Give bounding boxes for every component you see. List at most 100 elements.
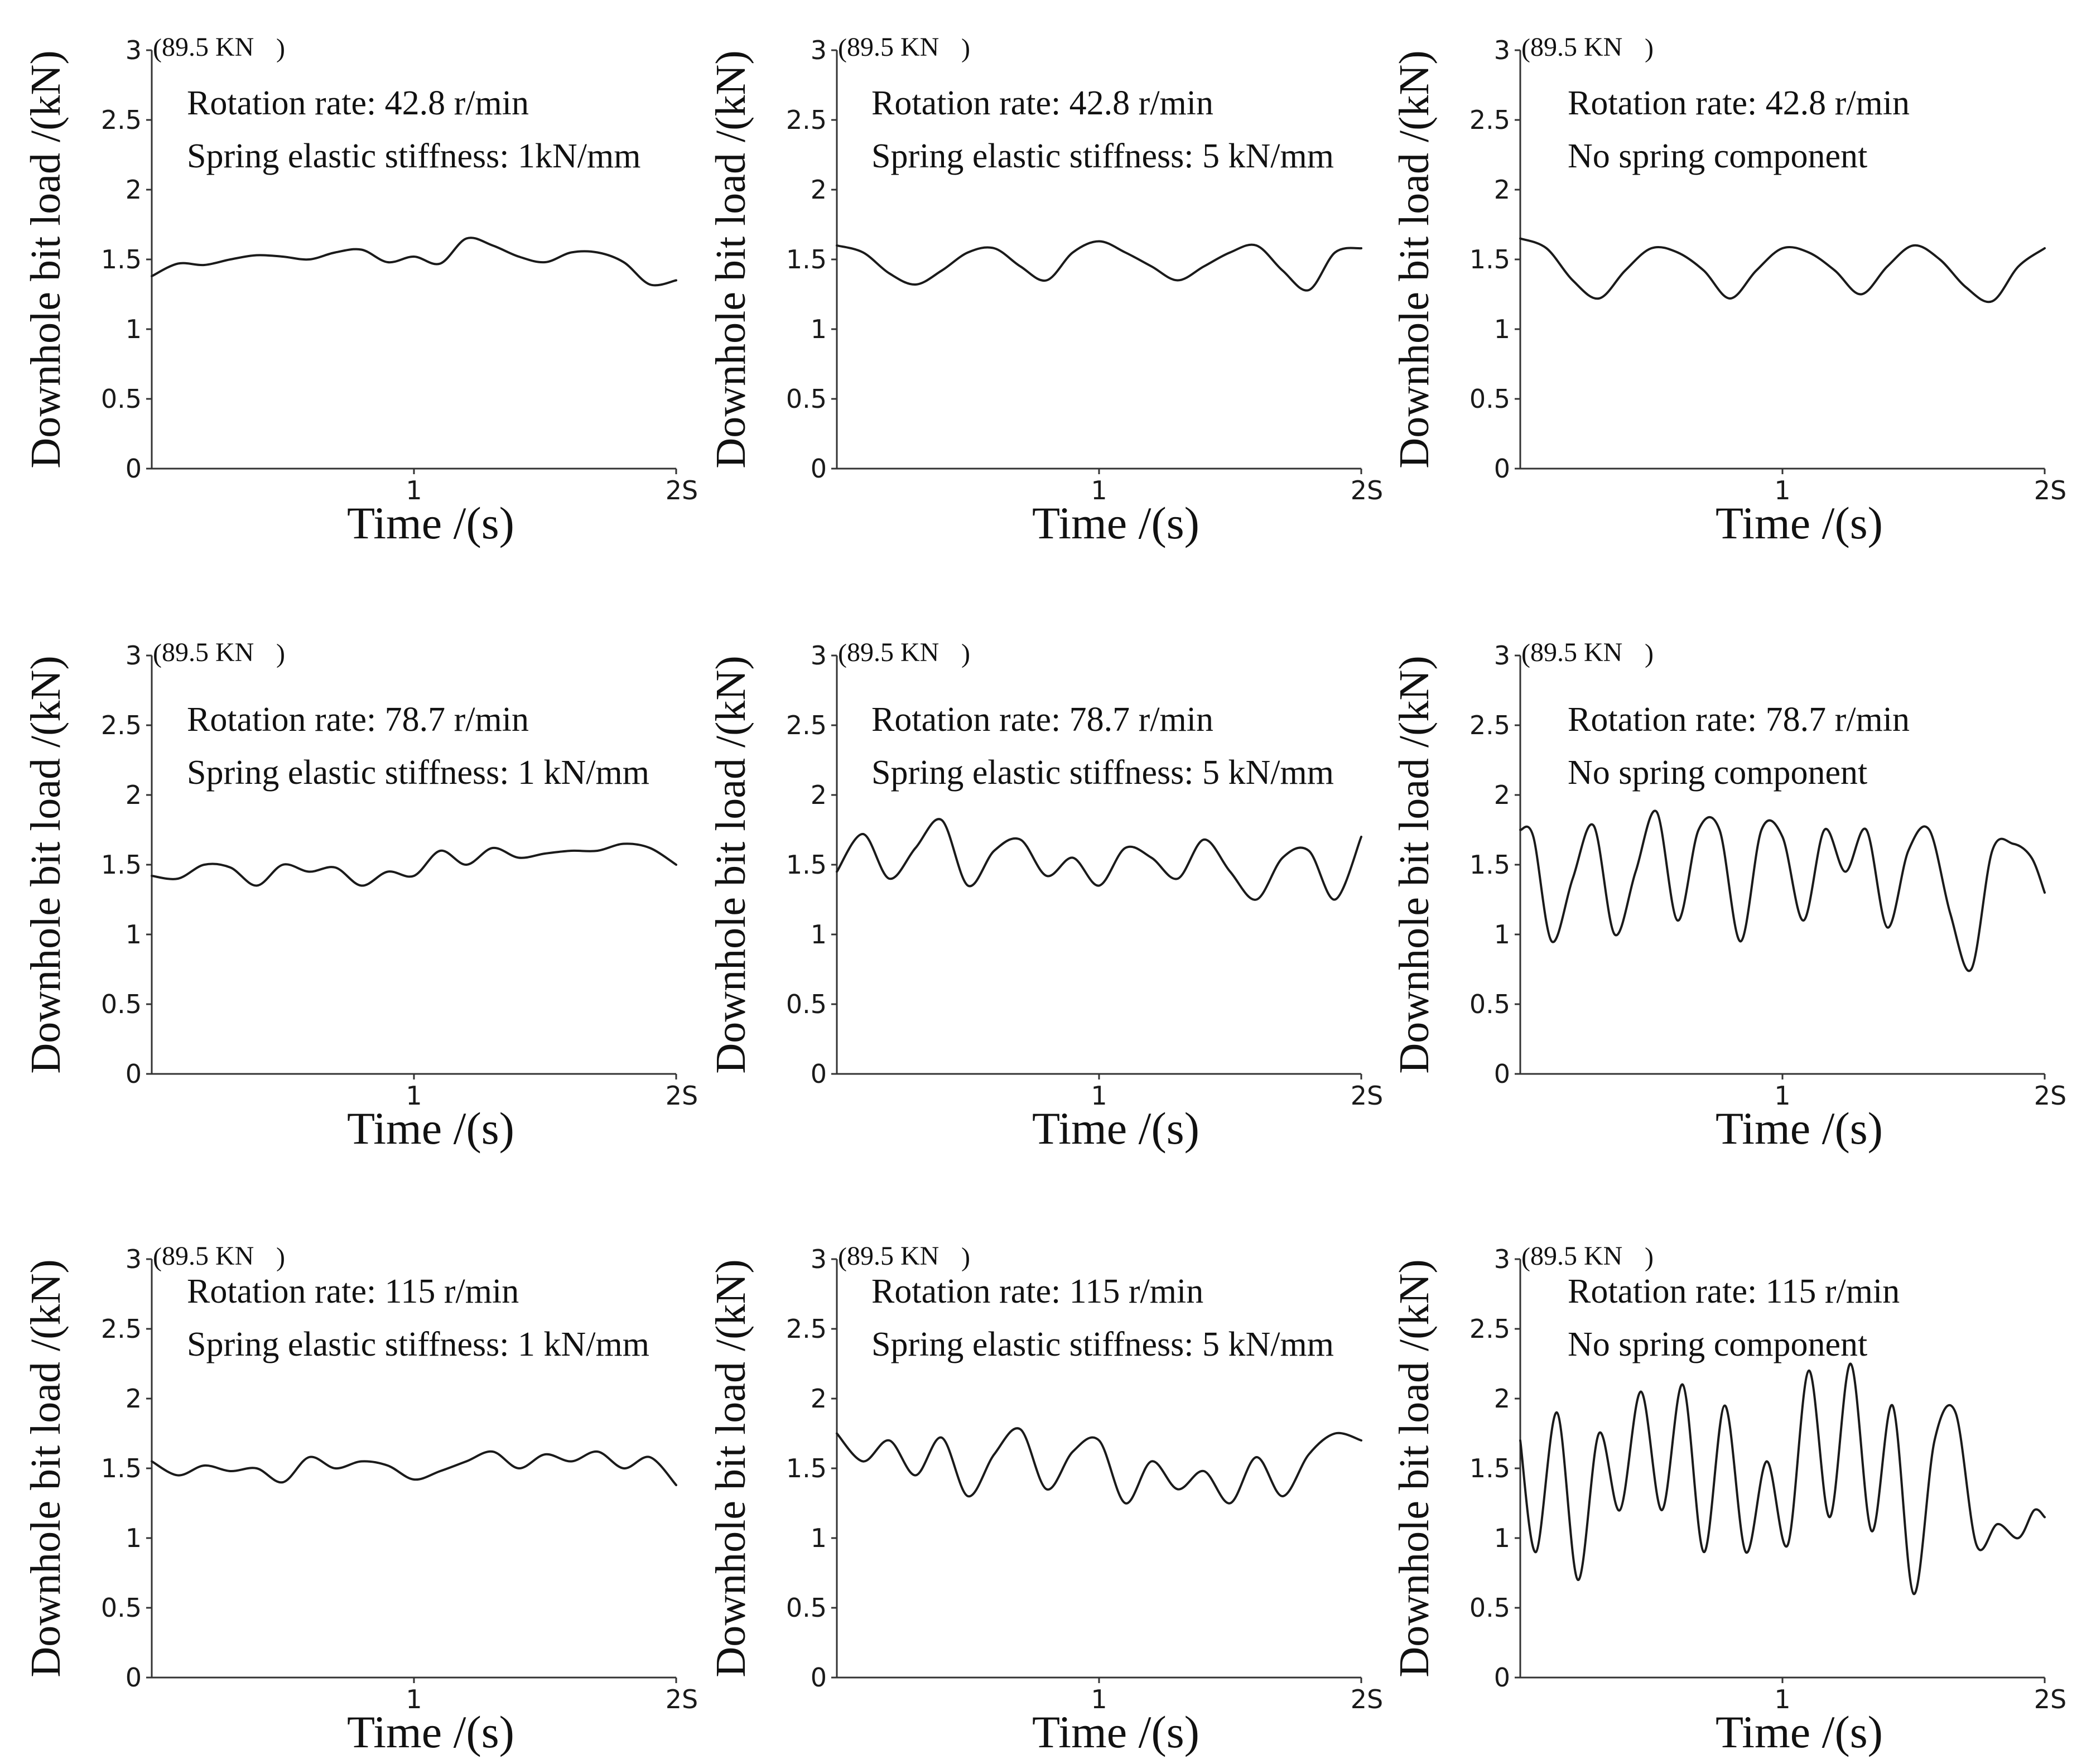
max-load-note: (89.5 KN) [153,32,285,63]
x-tick-label: 1 [1774,1684,1790,1714]
rotation-rate-annotation: Rotation rate: 42.8 r/min [871,84,1213,122]
series-line-bit-load [151,237,677,287]
x-axis-label: Time /(s) [1716,498,1883,548]
x-axis-label: Time /(s) [1716,1103,1883,1154]
y-axis-label: Downhole bit load /(kN) [22,656,69,1073]
max-note-text: 89.5 KN [847,1241,939,1271]
y-tick-label: 1.5 [101,244,142,274]
y-tick-label: 3 [811,640,827,671]
max-load-note: (89.5 KN) [838,638,970,668]
chart-panel-r1c1: 0 0.5 1 1.5 2 2.5 3 1 2S (89.5 KN) Rotation rate: … [22,32,698,548]
series-line-bit-load [151,842,677,887]
y-tick-label: 1.5 [1469,244,1510,274]
x-tick-label: 2S [666,1081,698,1111]
y-tick-label: 3 [126,35,142,65]
max-note-open-paren: ( [838,33,847,63]
y-axis-label: Downhole bit load /(kN) [1391,50,1438,468]
rotation-rate-annotation: Rotation rate: 78.7 r/min [1568,701,1910,739]
y-tick-label: 0.5 [1469,989,1510,1019]
max-note-close-paren: ) [276,1242,285,1272]
max-note-open-paren: ( [1521,1242,1530,1272]
max-load-note: (89.5 KN) [1521,32,1654,63]
y-tick-label: 2 [1494,780,1510,810]
y-tick-label: 2 [126,780,142,810]
spring-annotation: No spring component [1568,1326,1867,1363]
x-axis-label: Time /(s) [1032,498,1199,548]
x-axis-label: Time /(s) [1032,1707,1199,1757]
y-tick-label: 0 [811,1059,827,1089]
y-tick-label: 1 [811,314,827,344]
y-tick-label: 1.5 [101,1453,142,1483]
x-tick-label: 1 [1774,1081,1790,1111]
chart-panel-r2c2: 0 0.5 1 1.5 2 2.5 3 1 2S (89.5 KN) Rotation rate: … [707,638,1383,1154]
max-note-open-paren: ( [838,639,847,668]
y-tick-label: 2.5 [1469,710,1510,740]
y-tick-label: 1 [126,919,142,950]
max-note-text: 89.5 KN [847,638,939,667]
y-tick-label: 0 [126,1662,142,1693]
series-line-bit-load [1519,809,2046,972]
y-tick-label: 0 [1494,454,1510,484]
y-tick-label: 3 [1494,1244,1510,1274]
max-note-close-paren: ) [961,639,970,668]
x-axis-label: Time /(s) [347,1103,514,1154]
y-tick-label: 2.5 [101,710,142,740]
y-tick-label: 1 [126,1523,142,1553]
spring-annotation: Spring elastic stiffness: 5 kN/mm [871,754,1334,792]
series-line-bit-load [836,1427,1362,1505]
y-tick-label: 1.5 [786,1453,827,1483]
y-axis-label: Downhole bit load /(kN) [22,1259,69,1677]
x-tick-label: 2S [1351,1684,1383,1714]
x-tick-label: 2S [666,1684,698,1714]
y-tick-label: 3 [811,1244,827,1274]
x-axis-label: Time /(s) [1716,1707,1883,1757]
rotation-rate-annotation: Rotation rate: 115 r/min [1568,1273,1900,1310]
y-tick-label: 0 [1494,1662,1510,1693]
y-axis-label: Downhole bit load /(kN) [1391,1259,1438,1677]
y-tick-label: 2.5 [786,710,827,740]
y-tick-label: 2 [811,175,827,205]
series-line-bit-load [836,818,1362,901]
spring-annotation: Spring elastic stiffness: 5 kN/mm [871,137,1334,175]
x-tick-label: 2S [1351,1081,1383,1111]
y-tick-label: 2 [1494,175,1510,205]
rotation-rate-annotation: Rotation rate: 115 r/min [871,1273,1203,1310]
chart-panel-r1c2: 0 0.5 1 1.5 2 2.5 3 1 2S (89.5 KN) Rotation rate: … [707,32,1383,548]
y-tick-label: 1 [811,1523,827,1553]
rotation-rate-annotation: Rotation rate: 42.8 r/min [187,84,529,122]
max-note-close-paren: ) [961,1242,970,1272]
x-tick-label: 1 [406,1684,422,1714]
y-tick-label: 0.5 [786,1593,827,1623]
y-tick-label: 0.5 [101,384,142,414]
max-note-close-paren: ) [1645,33,1654,63]
y-tick-label: 0 [811,454,827,484]
y-tick-label: 1.5 [101,850,142,880]
series-line-bit-load [836,240,1362,292]
x-tick-label: 1 [1774,475,1790,505]
y-tick-label: 0.5 [1469,384,1510,414]
spring-annotation: Spring elastic stiffness: 1 kN/mm [187,1326,649,1363]
y-axis-label: Downhole bit load /(kN) [707,1259,754,1677]
y-axis-label: Downhole bit load /(kN) [707,656,754,1073]
x-tick-label: 2S [666,475,698,505]
spring-annotation: Spring elastic stiffness: 1kN/mm [187,137,640,175]
y-tick-label: 3 [811,35,827,65]
spring-annotation: No spring component [1568,754,1867,792]
max-load-note: (89.5 KN) [153,638,285,668]
max-load-note: (89.5 KN) [1521,1241,1654,1272]
x-tick-label: 2S [2034,475,2066,505]
y-tick-label: 2 [811,1384,827,1414]
max-note-text: 89.5 KN [847,32,939,62]
chart-panel-r1c3: 0 0.5 1 1.5 2 2.5 3 1 2S (89.5 KN) Rotation rate: … [1391,32,2066,548]
max-note-text: 89.5 KN [1530,638,1622,667]
y-tick-label: 3 [126,640,142,671]
max-note-open-paren: ( [1521,33,1530,63]
y-tick-label: 2 [811,780,827,810]
y-tick-label: 3 [1494,640,1510,671]
chart-panel-r3c2: 0 0.5 1 1.5 2 2.5 3 1 2S (89.5 KN)Rotation rate: … [707,1241,1383,1757]
y-tick-label: 2.5 [101,105,142,135]
max-note-close-paren: ) [276,33,285,63]
y-axis-label: Downhole bit load /(kN) [707,50,754,468]
spring-annotation: No spring component [1568,137,1867,175]
